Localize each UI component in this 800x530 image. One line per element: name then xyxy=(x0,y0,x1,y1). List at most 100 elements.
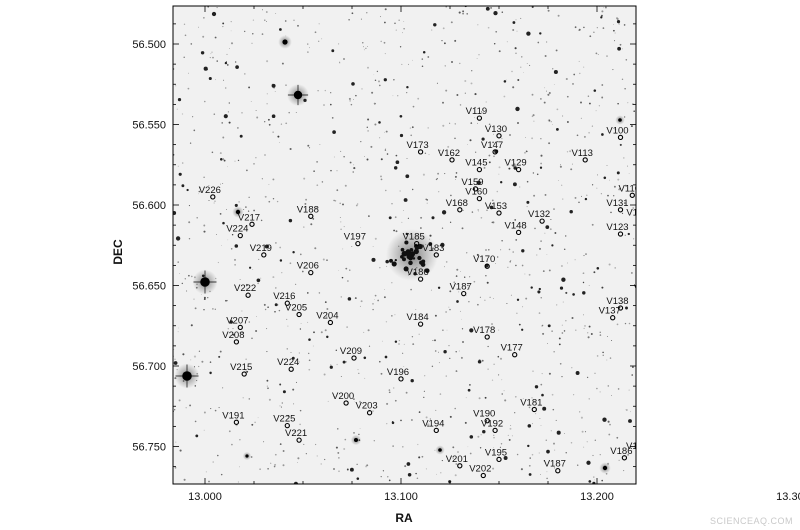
background-star xyxy=(559,362,562,365)
background-star xyxy=(199,191,201,193)
background-star xyxy=(553,208,555,211)
background-star xyxy=(621,212,624,215)
background-star xyxy=(411,126,414,129)
background-star xyxy=(516,30,518,32)
background-star xyxy=(543,101,546,104)
background-star xyxy=(297,457,300,460)
variable-star-label: V217 xyxy=(238,212,260,223)
background-star xyxy=(211,151,214,154)
background-star xyxy=(173,349,175,350)
background-star xyxy=(533,401,536,403)
background-star xyxy=(493,447,494,449)
background-star xyxy=(583,135,586,138)
background-star xyxy=(515,264,517,267)
background-star xyxy=(321,181,324,183)
variable-star-marker xyxy=(654,151,658,155)
background-star xyxy=(607,420,610,423)
background-star xyxy=(547,93,550,96)
background-star xyxy=(373,74,375,76)
background-star xyxy=(412,105,415,108)
field-star xyxy=(177,97,182,102)
background-star xyxy=(584,325,586,327)
background-star xyxy=(459,310,461,312)
variable-star-marker xyxy=(771,444,775,448)
background-star xyxy=(335,349,337,351)
background-star xyxy=(493,437,495,439)
background-star xyxy=(337,451,340,454)
variable-star-marker xyxy=(515,166,522,173)
variable-star-label: V99 xyxy=(750,357,767,368)
background-star xyxy=(531,137,534,140)
background-star xyxy=(580,117,583,120)
background-star xyxy=(198,365,200,368)
background-star xyxy=(555,49,558,52)
background-star xyxy=(617,388,620,390)
variable-star-marker xyxy=(484,334,490,340)
background-star xyxy=(444,42,446,45)
background-star xyxy=(621,48,623,50)
background-star xyxy=(289,262,292,265)
y-tick-label: 56.750 xyxy=(132,442,166,454)
background-star xyxy=(214,308,216,310)
background-star xyxy=(225,61,227,63)
variable-star-label: V139 xyxy=(638,344,660,355)
variable-star-label: V107 xyxy=(646,159,668,170)
background-star xyxy=(247,210,250,212)
background-star xyxy=(339,61,341,63)
field-star xyxy=(516,298,520,301)
background-star xyxy=(263,441,265,443)
field-star xyxy=(175,236,181,241)
background-star xyxy=(509,261,511,263)
background-star xyxy=(565,77,568,81)
background-star xyxy=(194,307,197,310)
background-star xyxy=(539,474,541,475)
background-star xyxy=(272,178,275,181)
field-star xyxy=(485,6,490,11)
background-star xyxy=(182,353,185,356)
background-star xyxy=(345,361,347,363)
variable-star-label: V53 xyxy=(750,151,767,162)
field-star xyxy=(489,205,494,210)
field-star xyxy=(271,83,276,88)
background-star xyxy=(212,461,214,463)
background-star xyxy=(301,270,304,273)
background-star xyxy=(357,203,359,205)
background-star xyxy=(426,199,429,201)
background-star xyxy=(381,340,383,342)
background-star xyxy=(379,266,381,269)
cluster-core-star xyxy=(400,247,405,252)
background-star xyxy=(439,149,441,152)
background-star xyxy=(569,150,572,153)
variable-star-label: V160 xyxy=(465,187,487,198)
variable-star-label: V81 xyxy=(738,214,755,225)
variable-star-marker xyxy=(764,292,768,296)
x-tick-label: 13.200 xyxy=(580,491,614,503)
x-tick-label: 13.000 xyxy=(188,491,222,503)
background-star xyxy=(408,63,409,65)
background-star xyxy=(299,328,302,330)
background-star xyxy=(593,31,595,33)
background-star xyxy=(561,184,563,186)
variable-star-marker xyxy=(457,207,463,213)
background-star xyxy=(464,92,466,94)
field-star xyxy=(625,306,628,310)
background-star xyxy=(515,239,518,241)
background-star xyxy=(466,13,468,15)
background-star xyxy=(406,92,408,94)
background-star xyxy=(281,272,283,274)
background-star xyxy=(221,245,222,247)
background-star xyxy=(355,204,358,207)
background-star xyxy=(260,277,262,279)
background-star xyxy=(514,395,517,398)
background-star xyxy=(431,365,434,368)
background-star xyxy=(460,271,461,272)
background-star xyxy=(361,88,363,90)
background-star xyxy=(498,50,501,53)
background-star xyxy=(442,27,445,30)
background-star xyxy=(225,87,227,89)
background-star xyxy=(402,352,404,354)
background-star xyxy=(217,454,219,457)
background-star xyxy=(531,115,534,118)
background-star xyxy=(523,72,524,73)
cluster-core-star xyxy=(419,260,424,265)
